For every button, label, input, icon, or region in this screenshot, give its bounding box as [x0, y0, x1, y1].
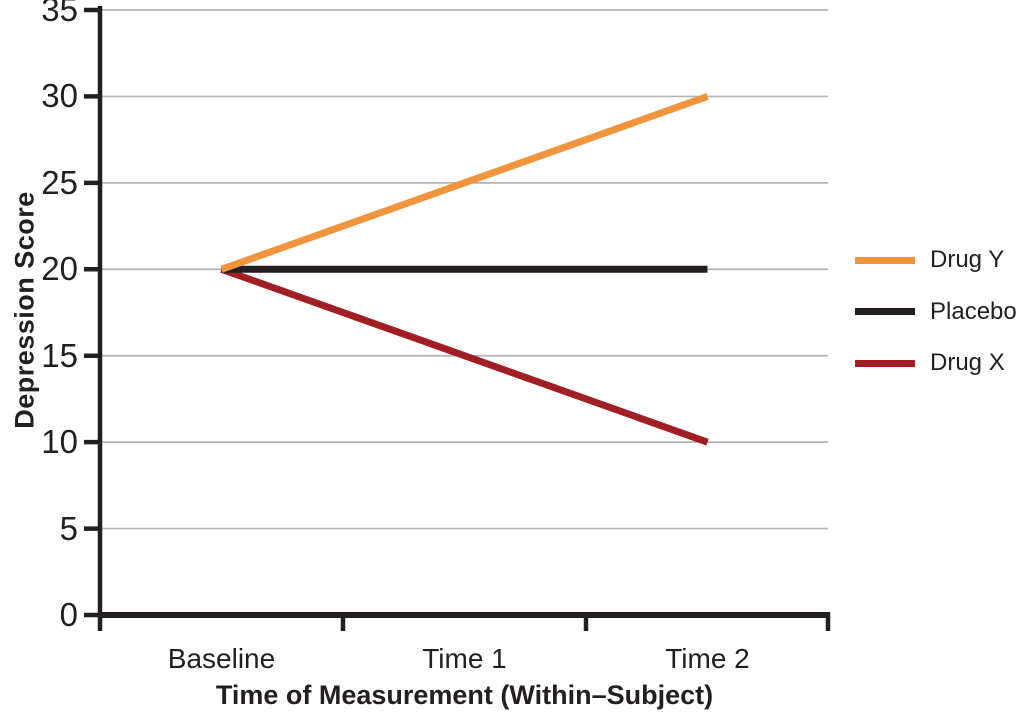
y-tick-label: 20 [41, 250, 78, 288]
y-tick-label: 30 [41, 77, 78, 115]
y-axis-title: Depression Score [9, 191, 40, 429]
legend-swatch-drug-x [855, 359, 915, 367]
legend-label-drug-y: Drug Y [930, 246, 1005, 273]
x-tick-label-time-1: Time 1 [422, 643, 507, 674]
legend-swatch-drug-y [855, 256, 915, 264]
series-line-drug-x [220, 265, 709, 446]
legend-swatch-placebo [855, 308, 915, 315]
x-axis-title: Time of Measurement (Within–Subject) [215, 680, 714, 710]
series-line-drug-y [220, 93, 709, 273]
y-tick-label: 35 [41, 0, 78, 28]
legend-item-drug-x: Drug X [855, 346, 1005, 380]
y-tick-label: 15 [41, 336, 78, 374]
legend-label-drug-x: Drug X [930, 349, 1005, 376]
x-tick-label-baseline: Baseline [167, 643, 276, 674]
legend-item-placebo: Placebo [855, 295, 1017, 329]
y-tick-label: 0 [59, 596, 78, 633]
y-tick-label: 10 [41, 423, 78, 461]
legend-label-placebo: Placebo [930, 297, 1017, 325]
x-tick-label-time-2: Time 2 [665, 643, 750, 674]
y-tick-label: 5 [59, 509, 78, 547]
legend-item-drug-y: Drug Y [855, 243, 1004, 277]
y-tick-label: 25 [41, 163, 78, 201]
